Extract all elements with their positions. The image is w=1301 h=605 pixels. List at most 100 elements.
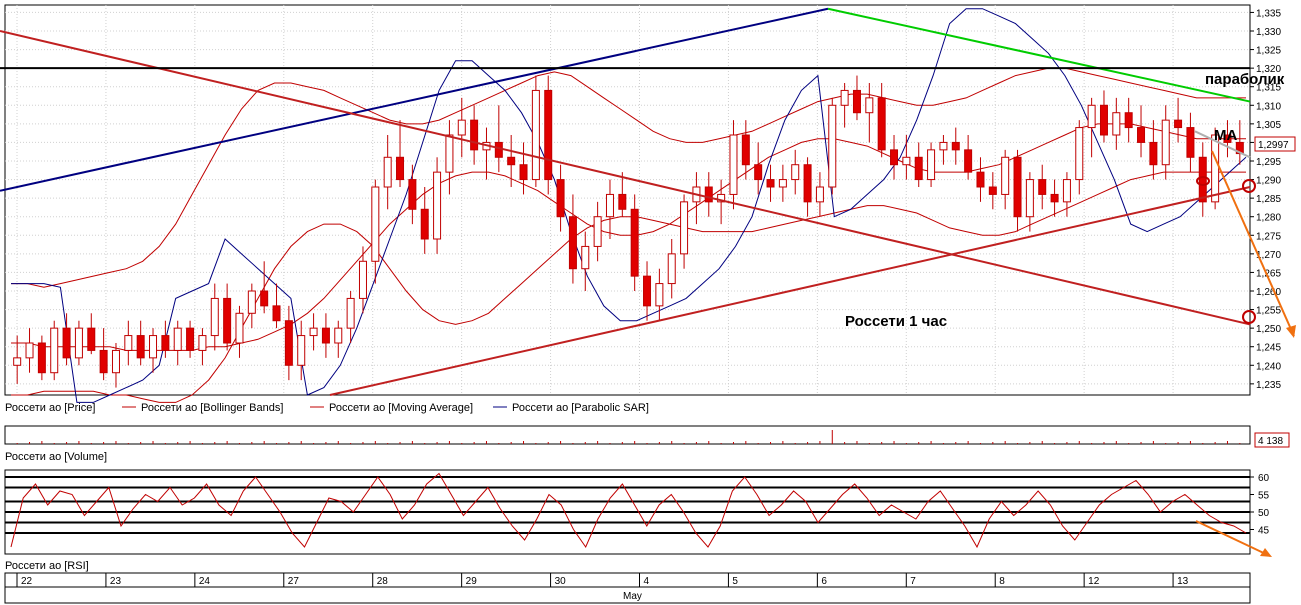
candle-body [729,134,738,195]
candle-body [754,164,763,181]
legend-label: Россети ао [Price] [5,402,95,414]
candle-body [1186,127,1195,158]
rsi-tick-label: 50 [1258,508,1270,519]
candle-body [914,156,923,181]
candle-body [581,245,590,270]
ma-annotation: MA [1214,127,1237,144]
date-label: 5 [732,576,738,587]
candle-body [1025,179,1034,218]
bollinger-upper-band [11,67,1246,288]
trend-lines [0,7,1251,396]
trend-line [827,7,1251,103]
candle-body [593,216,602,247]
date-label: 7 [910,576,916,587]
candle-body [470,119,479,151]
candle-body [544,89,553,181]
candle-body [951,141,960,151]
date-labels: 22 23 24 27 28 29 30 4 5 6 7 8 12 13 [16,573,1189,587]
candle-body [1075,127,1084,181]
candle-body [99,349,108,374]
price-tick-label: 1,240 [1256,361,1281,372]
date-label: 23 [110,576,122,587]
candle-body [605,193,614,218]
candle-body [507,156,516,166]
price-tick-label: 1,255 [1256,306,1281,317]
rsi-levels [5,476,1250,534]
volume-bars [16,430,1241,444]
candle-body [198,335,207,351]
rsi-panel: 60 55 50 45 Россети ао [RSI] [4,469,1272,572]
candle-body [247,290,256,314]
month-label: May [623,591,642,602]
volume-value-box [1254,432,1290,448]
rsi-path [10,472,1247,549]
candle-body [618,193,627,210]
candle-body [445,134,454,173]
candle-body [284,320,293,366]
candle-body [62,327,71,359]
trend-line [0,30,1251,326]
candle-body [37,342,46,374]
price-tick-label: 1,320 [1256,64,1281,75]
candle-body [87,327,96,351]
candle-body [667,253,676,285]
price-tick-label: 1,295 [1256,157,1281,168]
candle-body [568,216,577,270]
candle-body [111,349,120,374]
candle-body [1112,112,1121,136]
candle-body [1038,179,1047,195]
candle-body [371,186,380,262]
candle-body [717,193,726,203]
candle-body [383,156,392,188]
rsi-tick-label: 45 [1258,526,1270,537]
candle-body [13,357,22,366]
candle-body [519,164,528,181]
candle-body [136,335,145,359]
parabolic-sar-line [11,8,1247,403]
candle-body [988,186,997,195]
candle-body [1211,134,1220,203]
rsi-axis: 60 55 50 45 [1250,473,1270,537]
candle-body [1174,119,1183,129]
price-tick-label: 1,325 [1256,46,1281,57]
price-tick-label: 1,305 [1256,120,1281,131]
trend-line [0,7,829,192]
date-label: 22 [21,576,33,587]
forecast-arrowhead-1 [1286,325,1296,338]
candle-body [161,335,170,351]
price-tick-label: 1,285 [1256,194,1281,205]
legend-label: Россети ао [Moving Average] [329,402,473,414]
candle-body [1087,104,1096,129]
price-tick-label: 1,270 [1256,250,1281,261]
moving-average-line [11,123,1246,351]
candle-body [396,156,405,181]
candle-body [939,141,948,151]
candle-body [766,179,775,188]
chart-title: Россети 1 час [845,313,947,330]
candle-body [1001,156,1010,195]
candle-body [272,305,281,322]
bollinger-upper-path [11,67,1246,288]
price-tick-label: 1,290 [1256,176,1281,187]
date-label: 6 [821,576,827,587]
candle-body [74,327,83,359]
candle-body [420,208,429,240]
candle-body [852,89,861,114]
price-tick-label: 1,330 [1256,27,1281,38]
candle-body [408,179,417,210]
price-tick-label: 1,310 [1256,101,1281,112]
candle-body [1137,127,1146,143]
candlesticks [13,75,1244,388]
legend-label: Россети ао [Bollinger Bands] [141,402,283,414]
date-axis: 22 23 24 27 28 29 30 4 5 6 7 8 12 13 May [4,572,1251,604]
candle-body [976,171,985,188]
candle-body [877,97,886,151]
candle-body [358,260,367,299]
current-price-box [1254,136,1296,152]
volume-value-label: 4 138 [1258,436,1283,447]
candle-body [964,149,973,173]
candle-body [494,141,503,158]
candle-body [791,164,800,181]
date-label: 8 [999,576,1005,587]
